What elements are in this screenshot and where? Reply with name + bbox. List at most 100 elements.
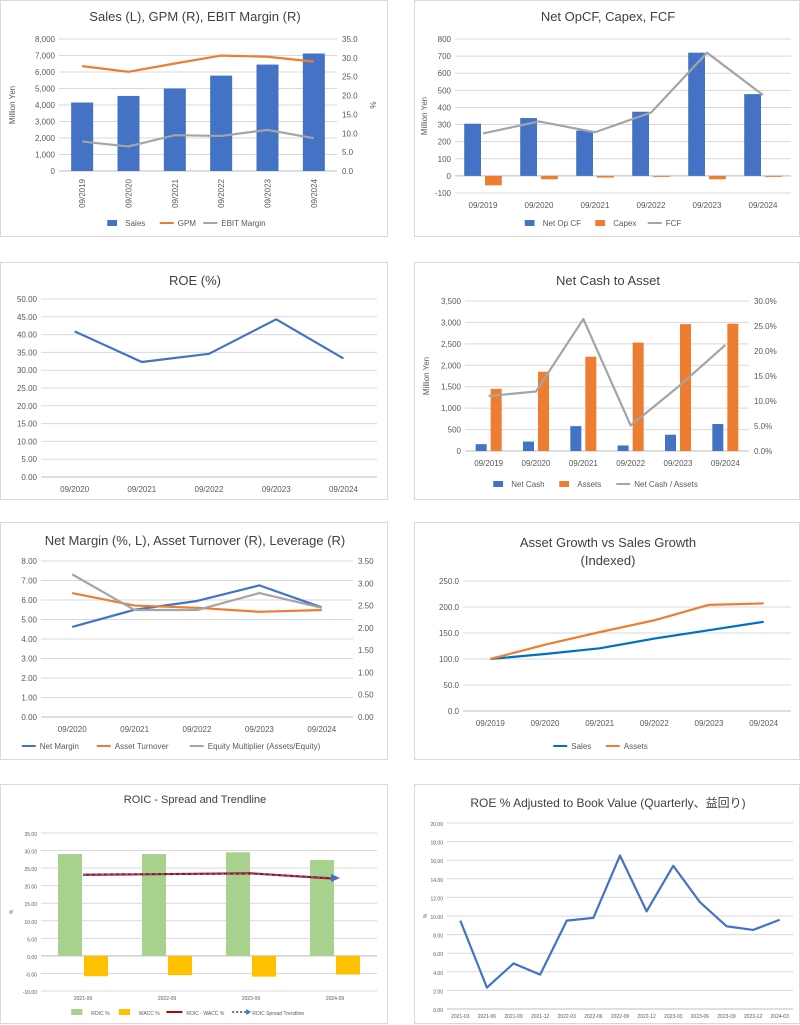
legend-label: GPM [178, 219, 197, 228]
x-tick-label: 09/2023 [695, 719, 724, 728]
chart-roe: ROE (%) 0.00 5.00 10.00 15.00 20.00 25.00 30.00… [17, 273, 377, 494]
bar-wacc- [336, 955, 360, 975]
bar-capex [765, 175, 782, 177]
y-tick-label: 15.00 [24, 902, 37, 908]
bar-net-op-cf [632, 111, 649, 176]
y-tick-label: 0 [51, 167, 56, 176]
legend-swatch [524, 220, 535, 226]
y-tick-label: 600 [438, 69, 452, 78]
x-tick-label: 09/2021 [171, 178, 180, 207]
legend-label: EBIT Margin [221, 219, 265, 228]
y-tick-label: 50.00 [17, 295, 38, 304]
bar-net-cash [712, 424, 724, 451]
bar-wacc- [168, 955, 192, 976]
y-tick-label: 5,000 [35, 85, 56, 94]
y-axis-title: Million Yen [422, 357, 431, 395]
y-tick-label: 2,500 [441, 340, 462, 349]
y2-tick-label: 25.0 [342, 73, 358, 82]
y-tick-label: 150.0 [439, 629, 460, 638]
y-tick-label: 3.00 [21, 655, 37, 664]
chart-dupont: Net Margin (%, L), Asset Turnover (R), L… [21, 533, 374, 751]
x-tick-label: 09/2019 [476, 719, 505, 728]
line-series [74, 318, 344, 364]
x-tick-label: 09/2023 [693, 201, 722, 210]
x-tick-label: 09/2023 [262, 485, 291, 494]
x-tick-label: 09/2023 [245, 725, 274, 734]
y2-tick-label: 30.0 [342, 54, 358, 63]
legend-swatch [595, 220, 606, 226]
x-tick-label: 2021-12 [531, 1014, 550, 1020]
bar-net-cash [665, 434, 676, 451]
y-tick-label: 40.00 [17, 331, 38, 340]
y-tick-label: 5.00 [21, 616, 37, 625]
bar-sales [71, 102, 94, 171]
x-tick-label: 09/2024 [711, 459, 740, 468]
x-tick-label: 09/2024 [307, 725, 336, 734]
trendline-arrow [331, 873, 340, 882]
x-tick-label: 2022-09 [158, 996, 177, 1002]
y-tick-label: 200 [438, 138, 452, 147]
legend-label: Sales [125, 219, 145, 228]
legend-label: Net Op CF [543, 219, 581, 228]
legend-label: ROIC Spread Trendline [252, 1011, 304, 1017]
bar-roic- [310, 860, 334, 956]
bar-net-op-cf [464, 123, 481, 176]
x-tick-label: 09/2021 [581, 201, 610, 210]
y-tick-label: 400 [438, 103, 452, 112]
y-tick-label: 4.00 [21, 635, 37, 644]
legend-label: Equity Multiplier (Assets/Equity) [208, 742, 321, 751]
bar-net-cash [617, 445, 629, 451]
line-sales [490, 620, 764, 661]
line-assets [490, 602, 764, 661]
y-tick-label: 2.00 [21, 674, 37, 683]
y-tick-label: -10.00 [23, 990, 37, 996]
y-axis-title: Million Yen [8, 86, 17, 124]
y2-tick-label: 20.0% [754, 347, 777, 356]
line-asset-turnover [71, 592, 322, 613]
legend-label: Assets [577, 480, 601, 489]
chart-title: Sales (L), GPM (R), EBIT Margin (R) [89, 9, 300, 24]
y-tick-label: 20.00 [17, 402, 38, 411]
y-tick-label: 10.00 [17, 437, 38, 446]
y2-tick-label: 0.0% [754, 447, 772, 456]
line-fcf [482, 51, 764, 135]
x-tick-label: 2023-09 [717, 1014, 736, 1020]
x-tick-label: 09/2020 [525, 201, 554, 210]
legend-label: Net Cash [511, 480, 544, 489]
y-tick-label: 1.00 [21, 694, 37, 703]
y-tick-label: 500 [448, 426, 462, 435]
bar-capex [485, 175, 502, 186]
y2-tick-label: 2.00 [358, 624, 374, 633]
y2-tick-label: 20.0 [342, 92, 358, 101]
line-roic-spread-trendline [82, 872, 336, 879]
y-tick-label: 5.00 [21, 455, 37, 464]
y-tick-label: 1,000 [35, 151, 56, 160]
x-tick-label: 2022-09 [611, 1014, 630, 1020]
legend-swatch [559, 481, 570, 487]
chart-title: ROE (%) [169, 273, 221, 288]
chart-panel-sales-gpm-ebit: Sales (L), GPM (R), EBIT Margin (R) 0 1,00… [0, 0, 388, 237]
x-tick-label: 09/2020 [60, 485, 89, 494]
x-tick-label: 09/2020 [531, 719, 560, 728]
x-tick-label: 09/2022 [637, 201, 666, 210]
x-tick-label: 09/2024 [310, 178, 319, 207]
legend-swatch [118, 1009, 130, 1015]
x-tick-label: 2024-03 [771, 1014, 790, 1020]
y-tick-label: 30.00 [24, 850, 37, 856]
x-tick-label: 09/2021 [569, 459, 598, 468]
chart-title: Net Margin (%, L), Asset Turnover (R), L… [45, 533, 346, 548]
y-tick-label: 100 [438, 155, 452, 164]
x-tick-label: 2021-09 [504, 1014, 523, 1020]
x-tick-label: 09/2022 [183, 725, 212, 734]
x-tick-label: 09/2022 [640, 719, 669, 728]
line-ebit-margin [82, 128, 315, 148]
y-tick-label: 45.00 [17, 313, 38, 322]
x-tick-label: 09/2023 [264, 178, 273, 207]
bar-wacc- [84, 955, 108, 977]
y-tick-label: 4.00 [433, 971, 443, 977]
x-tick-label: 2023-06 [691, 1014, 710, 1020]
y-tick-label: 7,000 [35, 52, 56, 61]
y-tick-label: 35.00 [17, 348, 38, 357]
y-tick-label: 25.00 [17, 384, 38, 393]
y-tick-label: 50.0 [443, 681, 459, 690]
